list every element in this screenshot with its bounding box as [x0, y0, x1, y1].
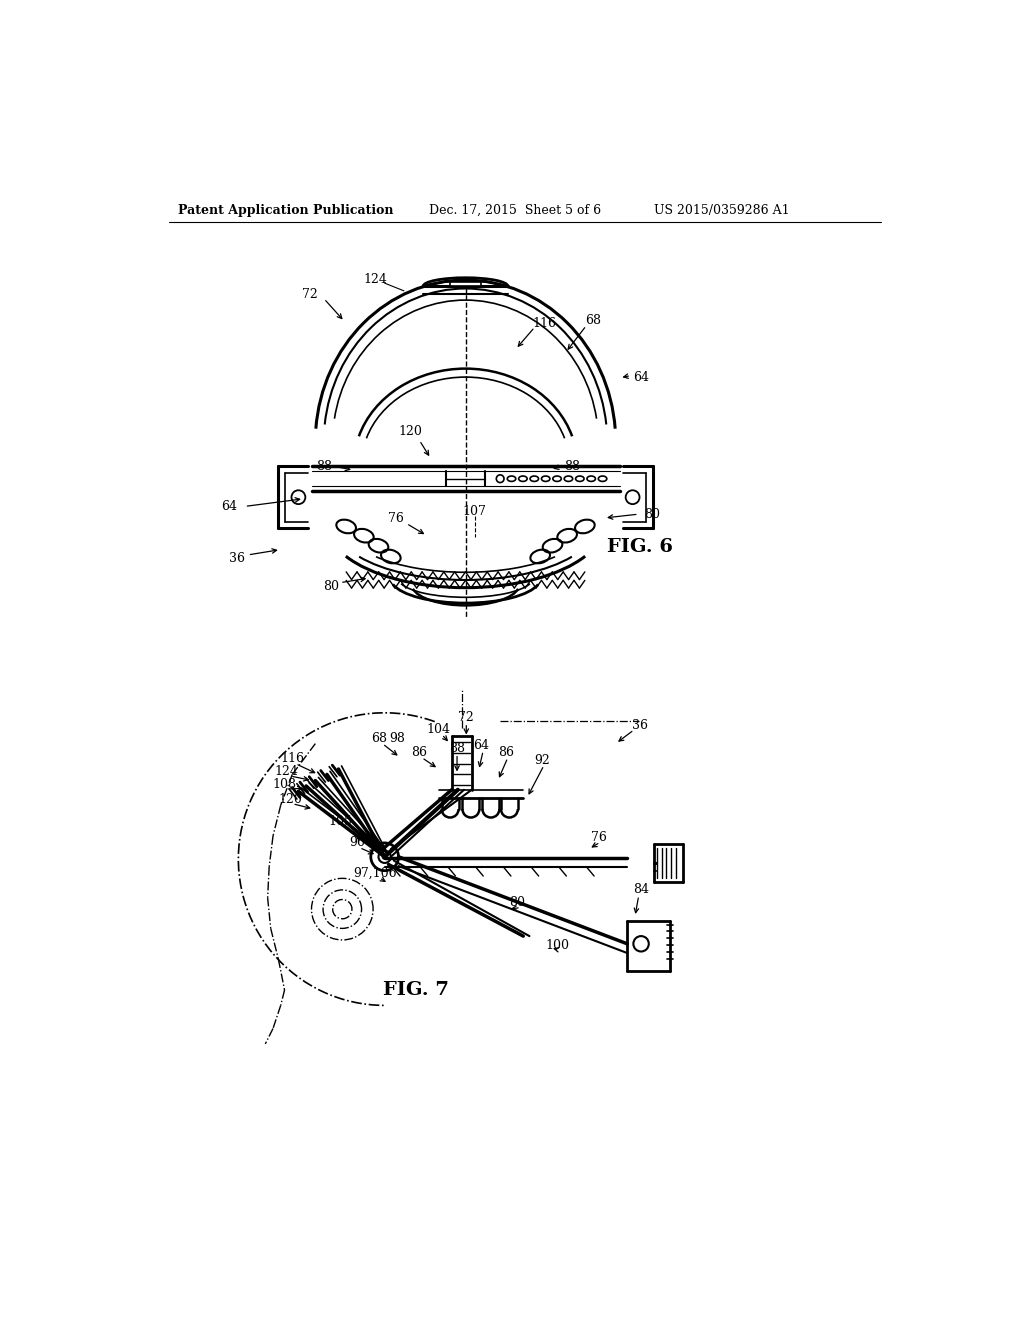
Text: 72: 72: [302, 288, 317, 301]
Text: 124: 124: [364, 273, 387, 286]
Text: 68: 68: [586, 314, 601, 326]
Text: 86: 86: [499, 746, 514, 759]
Text: 120: 120: [398, 425, 422, 438]
Text: 105: 105: [329, 814, 352, 828]
Text: 80: 80: [509, 896, 525, 909]
Text: 116: 116: [532, 317, 556, 330]
Bar: [451, 281, 481, 286]
Text: 72: 72: [459, 711, 474, 723]
Text: 88: 88: [564, 459, 581, 473]
Text: 124: 124: [274, 764, 299, 777]
Text: 36: 36: [632, 718, 648, 731]
Text: 88: 88: [450, 742, 465, 755]
Circle shape: [382, 854, 387, 859]
Text: 64: 64: [633, 371, 649, 384]
Text: 120: 120: [279, 792, 303, 805]
Text: 88: 88: [316, 459, 333, 473]
Text: 80: 80: [645, 508, 660, 520]
Text: 98: 98: [389, 733, 404, 746]
Text: 104: 104: [427, 723, 451, 737]
Text: Patent Application Publication: Patent Application Publication: [178, 205, 394, 218]
Text: 100: 100: [545, 939, 569, 952]
Text: 108: 108: [272, 777, 297, 791]
Text: 36: 36: [228, 552, 245, 565]
Text: 64: 64: [473, 739, 488, 751]
Text: 92: 92: [535, 754, 550, 767]
Text: 96: 96: [349, 836, 365, 849]
Text: 76: 76: [388, 512, 404, 525]
Text: 107: 107: [463, 504, 486, 517]
Text: 80: 80: [323, 579, 339, 593]
Text: 97,106: 97,106: [353, 866, 396, 879]
Text: 68: 68: [372, 733, 387, 746]
Text: 64: 64: [221, 500, 238, 513]
Text: FIG. 7: FIG. 7: [383, 981, 449, 999]
Text: 116: 116: [281, 751, 304, 764]
Text: Dec. 17, 2015  Sheet 5 of 6: Dec. 17, 2015 Sheet 5 of 6: [429, 205, 601, 218]
Text: 76: 76: [591, 832, 606, 843]
Text: US 2015/0359286 A1: US 2015/0359286 A1: [654, 205, 790, 218]
Text: FIG. 6: FIG. 6: [607, 539, 674, 556]
Text: 84: 84: [633, 883, 649, 896]
Text: 86: 86: [412, 746, 427, 759]
